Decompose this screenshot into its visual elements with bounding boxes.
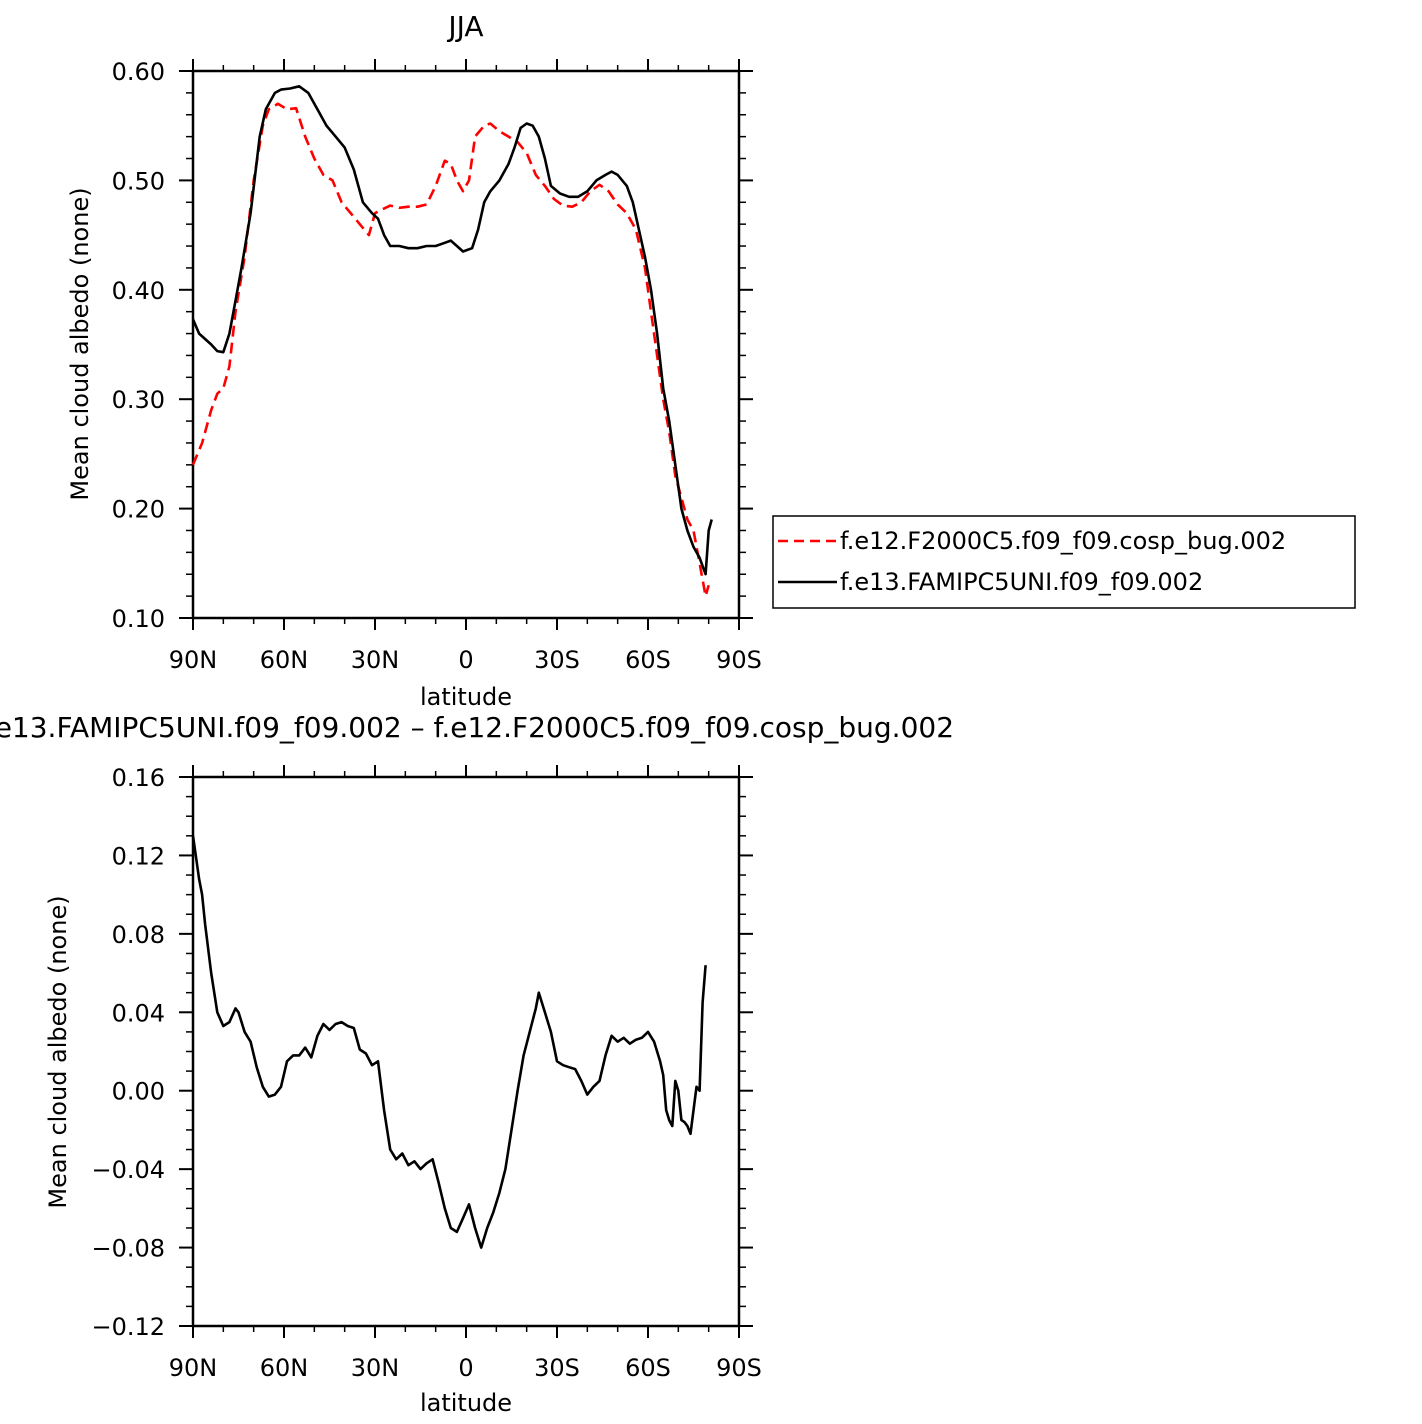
bottom-x-tick-label: 30N [351, 1354, 400, 1382]
top-y-tick-label: 0.60 [112, 58, 165, 86]
top-x-tick-label: 90S [716, 646, 762, 674]
top-x-tick-label: 30S [534, 646, 580, 674]
top-y-tick-label: 0.50 [112, 167, 165, 195]
bottom-ticks: 90N 60N 30N 0 30S 60S 90S −0.12 −0.08 −0.04 0.00 0.… [91, 764, 761, 1382]
bottom-y-tick-label: 0.04 [112, 999, 165, 1027]
bottom-x-tick-label: 90S [716, 1354, 762, 1382]
bottom-y-tick-label: −0.08 [91, 1235, 165, 1263]
bottom-panel: f.e13.FAMIPC5UNI.f09_f09.002 – f.e12.F20… [0, 711, 954, 1417]
bottom-y-tick-label: 0.16 [112, 764, 165, 792]
legend-entry-famipc5uni: f.e13.FAMIPC5UNI.f09_f09.002 [840, 568, 1203, 596]
top-chart-title: JJA [446, 10, 483, 43]
top-y-axis-label: Mean cloud albedo (none) [66, 187, 94, 500]
top-y-tick-label: 0.30 [112, 386, 165, 414]
top-x-tick-label: 60S [625, 646, 671, 674]
top-y-tick-label: 0.20 [112, 496, 165, 524]
bottom-series [191, 835, 707, 1249]
bottom-y-tick-label: 0.00 [112, 1078, 165, 1106]
bottom-y-tick-label: −0.12 [91, 1313, 165, 1341]
bottom-x-tick-label: 60N [260, 1354, 309, 1382]
top-x-tick-label: 30N [351, 646, 400, 674]
top-series-line-1 [191, 85, 713, 576]
top-x-tick-label: 60N [260, 646, 309, 674]
bottom-y-tick-label: 0.08 [112, 921, 165, 949]
top-x-axis-label: latitude [420, 683, 512, 711]
top-panel: JJA 90N 60N 30N 0 30S 60S 90S 0.10 0.20 0.30 0.40 0… [66, 10, 1356, 711]
bottom-x-axis-label: latitude [420, 1389, 512, 1417]
bottom-y-axis-label: Mean cloud albedo (none) [44, 895, 72, 1208]
bottom-x-tick-label: 30S [534, 1354, 580, 1382]
bottom-y-tick-label: 0.12 [112, 842, 165, 870]
bottom-y-tick-label: −0.04 [91, 1156, 165, 1184]
bottom-series-line-0 [191, 835, 707, 1249]
bottom-x-tick-label: 90N [169, 1354, 218, 1382]
bottom-x-tick-label: 0 [458, 1354, 473, 1382]
top-series [191, 85, 713, 598]
top-ticks: 90N 60N 30N 0 30S 60S 90S 0.10 0.20 0.30 0.40 0.50 0… [112, 58, 762, 674]
bottom-x-tick-label: 60S [625, 1354, 671, 1382]
bottom-chart-title: f.e13.FAMIPC5UNI.f09_f09.002 – f.e12.F20… [0, 711, 954, 744]
top-x-tick-label: 0 [458, 646, 473, 674]
top-series-line-0 [191, 102, 710, 598]
top-y-tick-label: 0.10 [112, 605, 165, 633]
legend-box [772, 515, 1356, 609]
top-x-tick-label: 90N [169, 646, 218, 674]
legend: f.e12.F2000C5.f09_f09.cosp_bug.002 f.e13… [772, 515, 1356, 609]
legend-entry-cosp-bug: f.e12.F2000C5.f09_f09.cosp_bug.002 [840, 527, 1286, 555]
top-y-tick-label: 0.40 [112, 277, 165, 305]
